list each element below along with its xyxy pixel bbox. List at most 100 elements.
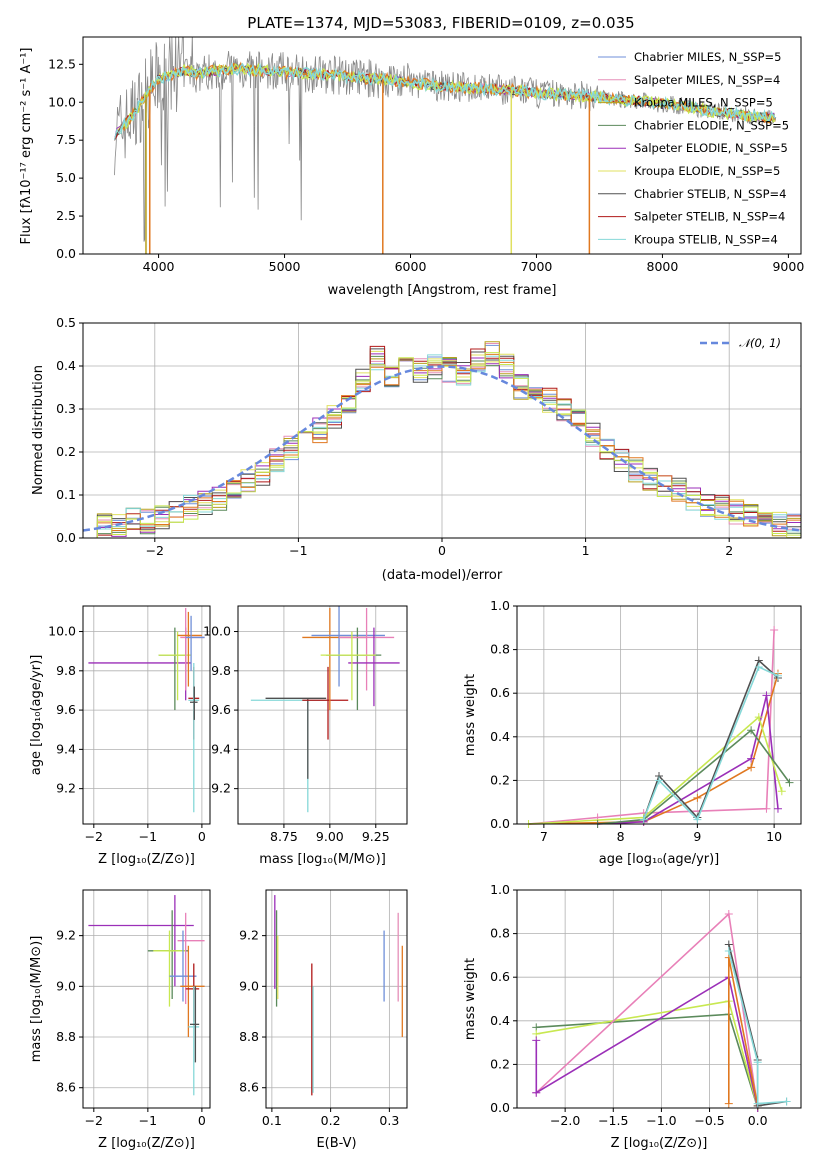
y-tick-label: 0.0 <box>490 1100 510 1115</box>
spectrum-series-group <box>114 37 777 254</box>
spectrum-xlabel: wavelength [Angstrom, rest frame] <box>328 283 557 298</box>
y-tick-label: 9.2 <box>56 781 76 796</box>
y-tick-label: 0.8 <box>490 926 510 941</box>
massweight-vs-age-panel: 7 8 9 10 0.0 0.2 0.4 0.6 0.8 1.0 age [log₁₀(age/yr… <box>463 598 802 867</box>
mass-z-xlabel: Z [log₁₀(Z/Z⊙)] <box>98 1136 195 1151</box>
y-tick-label: 9.6 <box>56 702 76 717</box>
y-tick-label: 0.8 <box>490 642 510 657</box>
x-tick-label: 4000 <box>143 259 175 274</box>
y-tick-label: 10.0 <box>48 94 76 109</box>
y-tick-label: 0.0 <box>56 530 76 545</box>
y-tick-label: 2.5 <box>56 208 76 223</box>
y-tick-label: 1.0 <box>490 598 510 613</box>
mw-z-xlabel: Z [log₁₀(Z/Z⊙)] <box>611 1136 708 1151</box>
y-tick-label: 9.8 <box>56 663 76 678</box>
y-tick-label: 9.4 <box>56 741 76 756</box>
x-tick-label: 7 <box>540 829 548 844</box>
mw-age-xlabel: age [log₁₀(age/yr)] <box>599 852 720 867</box>
mw-z-marker <box>724 1099 733 1108</box>
x-tick-label: 10 <box>766 829 782 844</box>
y-tick-label: 1.0 <box>490 882 510 897</box>
age-mass-frame <box>237 605 408 825</box>
y-tick-label: 9.0 <box>239 978 259 993</box>
x-tick-label: 5000 <box>269 259 301 274</box>
x-tick-label: −2 <box>146 543 164 558</box>
x-tick-label: 9 <box>693 829 701 844</box>
mw-z-marker <box>782 1097 791 1106</box>
y-tick-label: 10.0 <box>203 624 231 639</box>
x-tick-label: −2.0 <box>550 1113 580 1128</box>
mw-z-line-5 <box>728 957 759 1106</box>
age-vs-mass-panel: 8.75 9.00 9.25 9.2 9.4 9.6 9.8 10.0 mass [log₁₀(… <box>203 605 408 867</box>
y-tick-label: 9.2 <box>211 781 231 796</box>
y-tick-label: 0.1 <box>56 487 76 502</box>
histogram-step-4 <box>83 355 801 539</box>
mw-age-marker <box>785 778 794 787</box>
y-tick-label: 9.2 <box>56 928 76 943</box>
legend-label-9: Kroupa STELIB, N_SSP=4 <box>634 232 778 246</box>
y-tick-label: 0.0 <box>490 816 510 831</box>
legend-label-7: Chabrier STELIB, N_SSP=4 <box>634 187 786 201</box>
mw-age-marker <box>777 787 786 796</box>
mw-z-frame <box>516 889 802 1109</box>
mw-age-marker <box>655 776 663 785</box>
mw-age-line-4 <box>528 715 783 825</box>
mass-vs-metallicity-panel: −2 −1 0 8.6 8.8 9.0 9.2 Z [log₁₀(Z/Z⊙)] mass [lo… <box>29 889 211 1151</box>
mw-age-marker <box>747 726 756 735</box>
x-tick-label: 8 <box>617 829 625 844</box>
x-tick-label: 6000 <box>395 259 427 274</box>
mw-age-marker <box>693 815 702 824</box>
y-tick-label: 12.5 <box>48 56 76 71</box>
x-tick-label: 9.00 <box>316 829 344 844</box>
mw-age-marker <box>747 763 756 772</box>
mw-z-line-2 <box>536 1000 759 1109</box>
spectrum-panel: PLATE=1374, MJD=53083, FIBERID=0109, z=0… <box>19 14 804 298</box>
mw-age-marker <box>639 815 648 824</box>
x-tick-label: 1 <box>582 543 590 558</box>
x-tick-label: 0 <box>198 1113 206 1128</box>
massweight-vs-metallicity-panel: −2.0 −1.5 −1.0 −0.5 0.0 0.0 0.2 0.4 0.6 0.8 1.0 Z [… <box>463 882 802 1151</box>
y-tick-label: 8.6 <box>239 1080 259 1095</box>
legend-label-8: Salpeter STELIB, N_SSP=4 <box>634 210 785 224</box>
mw-age-marker <box>770 625 779 634</box>
y-tick-label: 8.6 <box>56 1080 76 1095</box>
mw-age-marker <box>762 691 771 700</box>
normal-curve <box>82 365 802 532</box>
mw-z-line-4 <box>535 975 759 1109</box>
mass-z-ylabel: mass [log₁₀(M/M⊙)] <box>29 936 44 1063</box>
y-tick-label: 0.6 <box>490 969 510 984</box>
mw-age-marker <box>693 793 702 802</box>
mw-z-line-7 <box>728 950 787 1105</box>
mw-z-line-3 <box>535 912 759 1109</box>
mw-z-marker <box>753 1058 762 1067</box>
age-mass-xlabel: mass [log₁₀(M/M⊙)] <box>259 852 386 867</box>
x-tick-label: 0 <box>198 829 206 844</box>
age-z-frame <box>82 605 211 825</box>
residual-xlabel: (data-model)/error <box>382 568 503 583</box>
x-tick-label: 2 <box>725 543 733 558</box>
histogram-step-10 <box>83 353 801 539</box>
mw-z-marker <box>724 947 733 956</box>
spectrum-legend: Chabrier MILES, N_SSP=5 Salpeter MILES, N… <box>598 50 789 246</box>
legend-label-2: Salpeter MILES, N_SSP=4 <box>634 73 780 87</box>
age-z-xlabel: Z [log₁₀(Z/Z⊙)] <box>98 852 195 867</box>
x-tick-label: 0.2 <box>321 1113 341 1128</box>
y-tick-label: 9.6 <box>211 702 231 717</box>
mw-age-marker <box>773 671 782 680</box>
ebv-xlabel: E(B-V) <box>316 1136 356 1151</box>
legend-label-5: Salpeter ELODIE, N_SSP=5 <box>634 141 788 155</box>
legend-label-6: Kroupa ELODIE, N_SSP=5 <box>634 164 780 178</box>
x-tick-label: 8000 <box>647 259 679 274</box>
mw-z-ylabel: mass weight <box>463 958 478 1040</box>
x-tick-label: 0.1 <box>262 1113 282 1128</box>
model-highlight-line-3 <box>120 62 776 135</box>
x-tick-label: 9.25 <box>362 829 390 844</box>
x-tick-label: 0.3 <box>379 1113 399 1128</box>
y-tick-label: 0.6 <box>490 685 510 700</box>
y-tick-label: 0.2 <box>56 444 76 459</box>
mw-age-marker <box>754 713 763 722</box>
mw-age-ylabel: mass weight <box>463 674 478 756</box>
mw-age-line-2 <box>528 673 779 825</box>
x-tick-label: −1 <box>139 1113 157 1128</box>
